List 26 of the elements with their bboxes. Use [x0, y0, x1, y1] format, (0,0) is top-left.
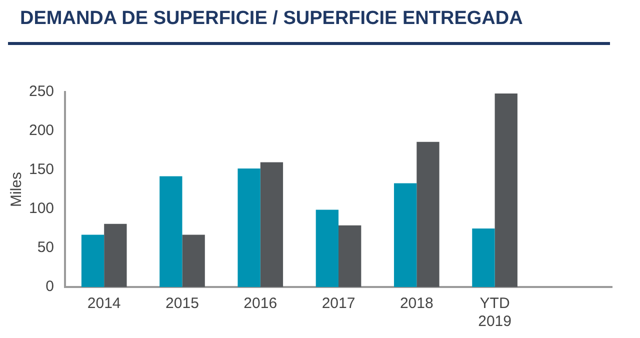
bar [260, 162, 284, 287]
bar [472, 228, 495, 287]
bar [104, 224, 127, 287]
x-tick-label: 2017 [322, 295, 356, 312]
y-tick-label: 50 [37, 239, 54, 256]
y-tick-label: 150 [28, 161, 54, 178]
y-tick-label: 200 [28, 122, 54, 140]
bar [316, 210, 339, 287]
y-tick-label: 250 [28, 83, 54, 100]
bar [494, 94, 518, 287]
chart-title: DEMANDA DE SUPERFICIE / SUPERFICIE ENTREGADA [20, 8, 523, 30]
bar [81, 234, 104, 287]
x-tick-label: 2018 [400, 295, 434, 312]
x-tick-label: 2015 [166, 295, 199, 312]
bar [338, 225, 362, 287]
bar [416, 142, 440, 287]
x-tick-label: YTD 2019 [478, 295, 512, 330]
bar [394, 183, 417, 287]
y-tick-label: 0 [46, 278, 54, 296]
x-tick-label: 2016 [244, 295, 278, 312]
y-tick-label: 100 [28, 200, 54, 218]
y-axis-title: Miles [8, 172, 26, 208]
bar [182, 234, 205, 287]
bar [238, 168, 260, 287]
x-tick-label: 2014 [87, 295, 121, 312]
bar [160, 176, 182, 287]
